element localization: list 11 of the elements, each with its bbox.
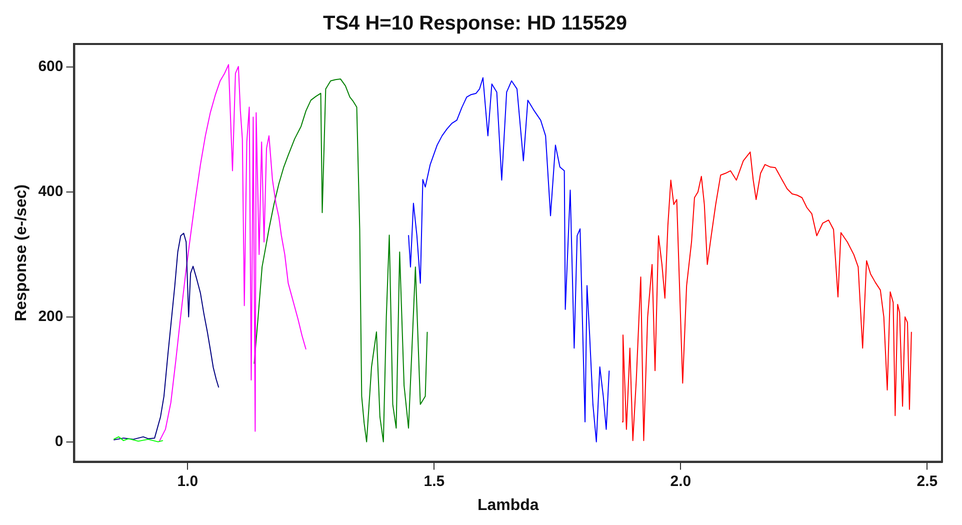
x-tick-label: 2.0 — [670, 472, 692, 490]
x-axis-title: Lambda — [477, 496, 539, 514]
y-tick-label: 0 — [54, 432, 64, 450]
x-tick-label: 1.0 — [177, 472, 198, 490]
y-tick-label: 200 — [38, 308, 64, 326]
x-tick-label: 1.5 — [424, 472, 445, 490]
y-tick-label: 600 — [38, 58, 64, 76]
chart-title: TS4 H=10 Response: HD 115529 — [322, 12, 628, 35]
y-axis-title: Response (e-/sec) — [13, 184, 30, 322]
x-tick-label: 2.5 — [916, 472, 938, 490]
y-tick-label: 400 — [38, 183, 64, 200]
